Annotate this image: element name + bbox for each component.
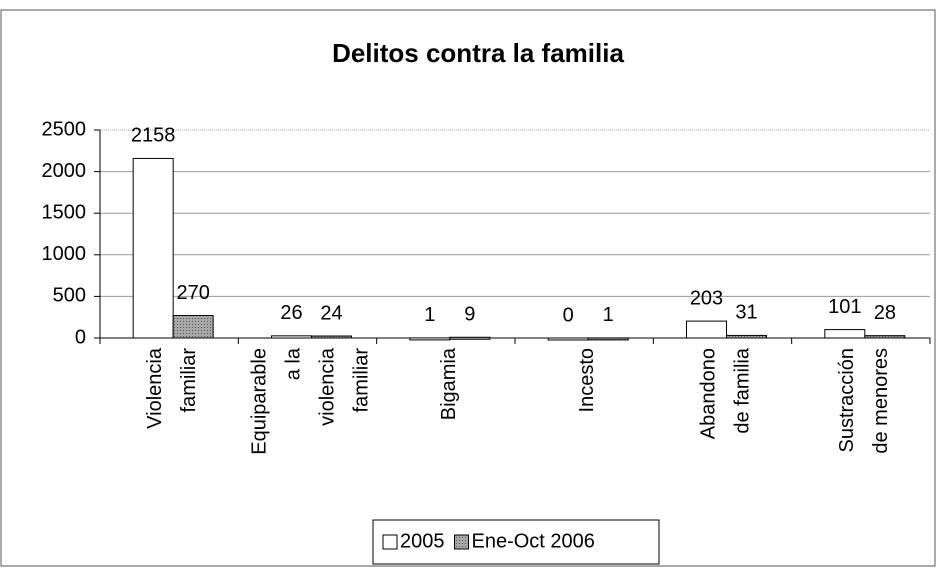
bar xyxy=(864,335,906,339)
y-tick-label: 2500 xyxy=(42,118,87,140)
data-label: 1 xyxy=(424,304,435,326)
label-line: familiar xyxy=(351,348,373,413)
bar xyxy=(547,337,589,341)
label-line: Violencia xyxy=(144,347,166,429)
x-tick-label: Violencia familiar xyxy=(144,347,200,429)
y-tick-label: 0 xyxy=(75,326,86,348)
bar xyxy=(132,157,174,339)
x-tick-label: Sustracción de menores xyxy=(836,348,892,454)
y-tick-label: 2000 xyxy=(42,160,87,182)
bar xyxy=(311,335,352,339)
y-tick-label: 1000 xyxy=(42,243,87,265)
bar xyxy=(726,334,767,339)
legend-label: Ene-Oct 2006 xyxy=(472,530,595,552)
data-label: 203 xyxy=(690,287,723,309)
data-label: 2158 xyxy=(131,125,176,147)
legend-label: 2005 xyxy=(400,530,445,552)
label-line: violencia xyxy=(317,347,339,426)
label-line: Equiparable xyxy=(249,348,271,455)
data-label: 31 xyxy=(735,302,757,324)
data-label: 270 xyxy=(176,282,209,304)
label-line: Sustracción xyxy=(836,348,858,453)
chart-title: Delitos contra la familia xyxy=(332,38,624,68)
x-tick-label: Bigamia xyxy=(438,347,460,420)
bar xyxy=(587,337,629,341)
bar xyxy=(824,329,866,339)
data-label: 1 xyxy=(603,304,614,326)
data-label: 28 xyxy=(874,302,896,324)
data-label: 0 xyxy=(563,304,574,326)
bar xyxy=(449,336,491,340)
x-tick-label: Equiparable a la violencia familiar xyxy=(249,347,373,455)
bar xyxy=(271,335,312,339)
y-tick-label: 1500 xyxy=(42,201,87,223)
x-tick-label: Abandono de familia xyxy=(698,347,754,439)
data-label: 24 xyxy=(320,302,342,324)
x-tick-label: Incesto xyxy=(576,348,598,412)
label-line: Incesto xyxy=(576,348,598,412)
label-line: de familia xyxy=(732,347,754,433)
label-line: a la xyxy=(283,347,305,380)
legend-swatch xyxy=(382,534,398,550)
legend-box xyxy=(372,519,660,565)
label-line: familiar xyxy=(178,348,200,413)
bar xyxy=(172,315,214,339)
data-label: 26 xyxy=(280,302,302,324)
bar xyxy=(686,320,727,339)
bar xyxy=(409,337,451,341)
label-line: Abandono xyxy=(698,348,720,439)
label-line: de menores xyxy=(870,348,892,454)
label-line: Bigamia xyxy=(438,347,460,420)
legend-swatch xyxy=(454,534,469,550)
y-tick-label: 500 xyxy=(53,285,86,307)
data-label: 9 xyxy=(464,304,475,326)
data-label: 101 xyxy=(828,296,861,318)
